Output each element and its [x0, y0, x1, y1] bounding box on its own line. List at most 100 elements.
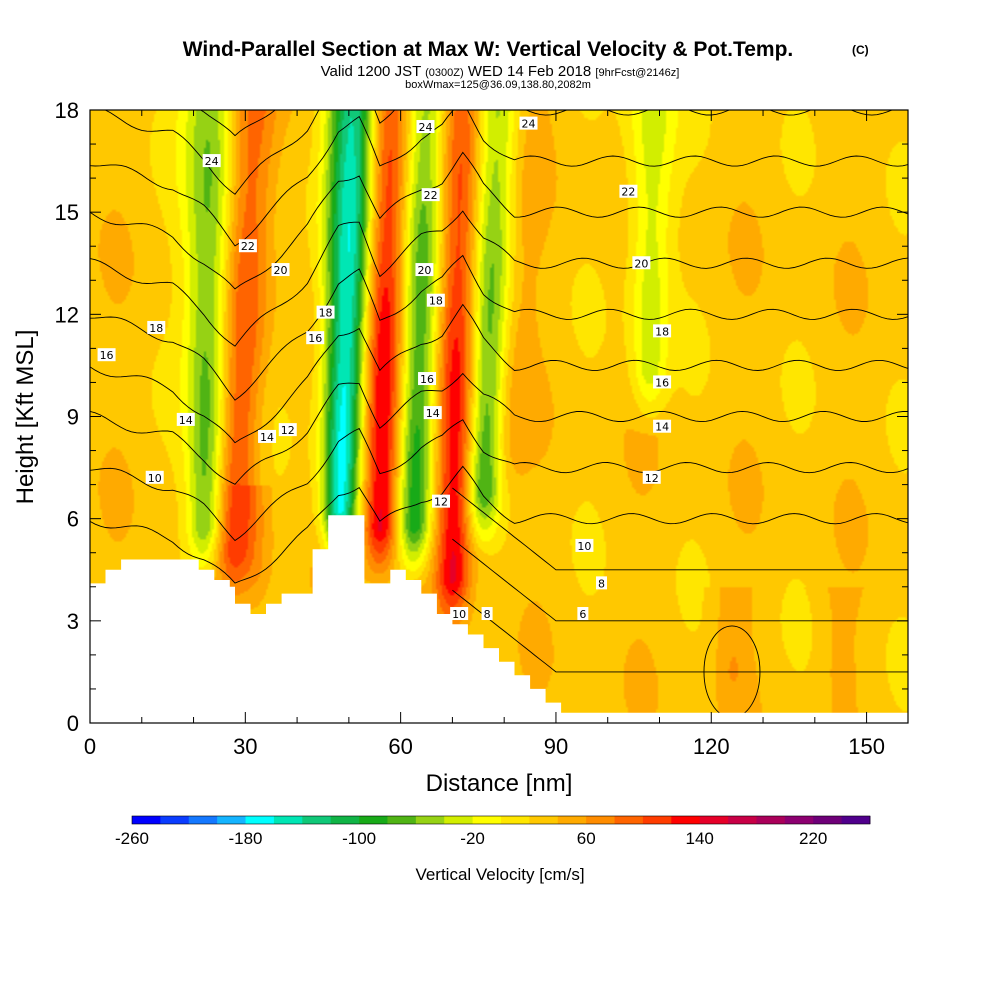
contour-line	[90, 419, 908, 542]
contour-label: 24	[416, 120, 435, 134]
colorbar-swatch	[756, 816, 786, 824]
contour-label: 20	[271, 263, 290, 277]
valid-prefix: Valid 1200 JST	[321, 63, 421, 80]
contour-label: 24	[202, 154, 221, 168]
colorbar-swatch	[330, 816, 360, 824]
contour-label: 18	[147, 320, 166, 335]
colorbar-swatch	[728, 816, 757, 824]
svg-text:6: 6	[579, 608, 586, 621]
contour-line	[90, 303, 908, 444]
svg-text:22: 22	[424, 189, 438, 202]
y-tick-label: 15	[55, 200, 79, 225]
colorbar-label: Vertical Velocity [cm/s]	[415, 865, 584, 884]
x-tick-label: 60	[388, 734, 412, 759]
colorbar-swatch	[132, 816, 161, 824]
contour-label: 14	[423, 406, 442, 420]
contour-label: 18	[316, 305, 335, 320]
svg-text:14: 14	[179, 414, 193, 427]
svg-text:18: 18	[429, 295, 443, 308]
svg-text:12: 12	[281, 424, 295, 437]
contour-label: 12	[642, 470, 661, 485]
svg-text:24: 24	[418, 121, 432, 134]
title-unit-tag: (C)	[852, 43, 869, 57]
contour-label: 18	[653, 324, 672, 338]
svg-text:10: 10	[452, 608, 466, 621]
contour-line	[452, 589, 908, 673]
svg-text:16: 16	[100, 349, 114, 362]
contour-label: 10	[450, 607, 469, 621]
contour-label: 16	[418, 372, 437, 386]
contour-line	[199, 110, 276, 137]
colorbar-swatch	[415, 816, 445, 824]
x-tick-label: 90	[544, 734, 568, 759]
x-tick-label: 0	[84, 734, 96, 759]
colorbar-tick-label: -180	[228, 829, 262, 848]
contour-label: 22	[238, 239, 257, 253]
colorbar-swatch	[217, 816, 246, 824]
svg-text:24: 24	[522, 118, 536, 131]
colorbar-tick-label: 220	[799, 829, 827, 848]
colorbar-swatch	[614, 816, 644, 824]
contour-line	[90, 372, 908, 485]
x-tick-label: 120	[693, 734, 730, 759]
svg-text:24: 24	[205, 155, 219, 168]
y-tick-label: 3	[67, 609, 79, 634]
svg-text:18: 18	[319, 307, 333, 320]
colorbar-tick-label: -100	[342, 829, 376, 848]
svg-text:16: 16	[655, 376, 669, 389]
svg-text:16: 16	[308, 332, 322, 345]
svg-text:18: 18	[149, 322, 163, 335]
colorbar-swatch	[245, 816, 275, 824]
svg-text:14: 14	[426, 407, 440, 420]
contour-label: 16	[653, 375, 672, 389]
contour-line	[90, 465, 908, 584]
contour-label: 8	[481, 607, 493, 621]
svg-text:8: 8	[484, 608, 491, 621]
svg-text:22: 22	[621, 186, 635, 199]
contour-label: 24	[519, 116, 538, 131]
svg-text:10: 10	[577, 540, 591, 553]
colorbar-swatch	[671, 816, 701, 824]
forecast-tag: [9hrFcst@2146z]	[595, 67, 679, 79]
contour-label: 20	[415, 263, 434, 277]
svg-text:22: 22	[241, 240, 255, 253]
contour-label: 16	[97, 348, 116, 362]
contour-label: 6	[577, 607, 589, 621]
contour-line	[90, 151, 908, 290]
contour-line	[452, 487, 908, 571]
colorbar-tick-label: -20	[460, 829, 485, 848]
contour-label: 10	[575, 538, 594, 553]
colorbar-swatch	[472, 816, 502, 824]
colorbar-swatch	[160, 816, 190, 824]
svg-text:8: 8	[598, 577, 605, 590]
contour-label: 20	[632, 256, 651, 270]
svg-text:18: 18	[655, 325, 669, 338]
contour-label: 22	[421, 188, 440, 202]
contour-label: 12	[432, 494, 451, 509]
contour-line	[452, 538, 908, 622]
contour-line	[90, 210, 908, 347]
valid-date: WED 14 Feb 2018	[468, 63, 591, 80]
svg-text:16: 16	[420, 373, 434, 386]
contour-label: 14	[176, 412, 195, 427]
valid-zulu: (0300Z)	[425, 67, 464, 79]
contour-label: 18	[426, 293, 445, 308]
contour-line	[104, 110, 894, 195]
colorbar-swatch	[444, 816, 474, 824]
y-axis-label: Height [Kft MSL]	[12, 330, 39, 505]
colorbar-swatch	[642, 816, 672, 824]
colorbar-swatch	[784, 816, 814, 824]
y-tick-label: 6	[67, 507, 79, 532]
plot-area: 24 22 20 18 16 18 16 14 14 12 10 24 22 20 18 16 14 12 10 8 2…	[90, 110, 908, 723]
x-tick-label: 30	[233, 734, 257, 759]
contour-line	[90, 254, 908, 401]
terrain	[90, 515, 908, 723]
colorbar-frame	[131, 815, 871, 825]
contour-label: 14	[653, 419, 672, 434]
contour-label: 14	[258, 429, 277, 444]
colorbar-tick-label: 60	[577, 829, 596, 848]
contour-label: 8	[596, 576, 608, 590]
colorbar-swatch	[387, 816, 417, 824]
colorbar-swatch	[841, 816, 871, 824]
